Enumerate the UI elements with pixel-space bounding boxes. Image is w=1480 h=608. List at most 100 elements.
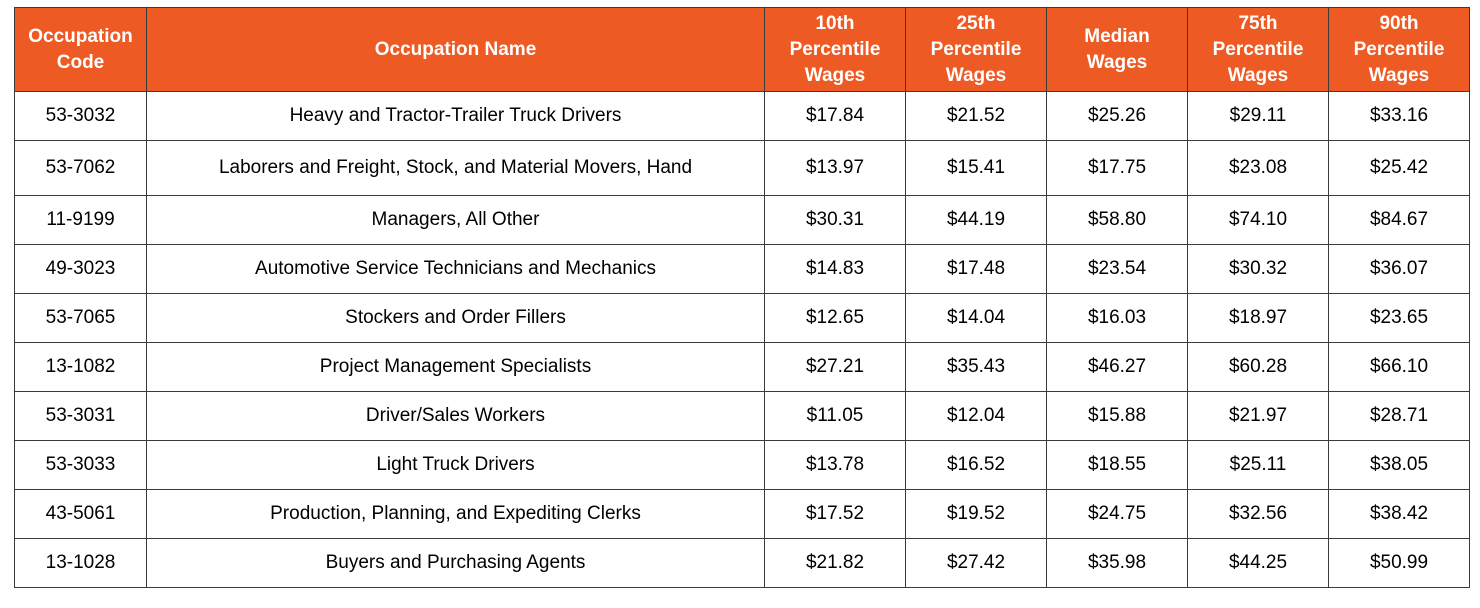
- column-header-line: Occupation: [28, 25, 133, 47]
- cell-code: 53-3031: [14, 391, 147, 441]
- cell-p25: $17.48: [905, 244, 1047, 294]
- cell-p10: $12.65: [764, 293, 906, 343]
- table-row: 43-5061 Production, Planning, and Expedit…: [14, 489, 1470, 539]
- cell-p90: $23.65: [1328, 293, 1470, 343]
- table-row: 53-3033 Light Truck Drivers $13.78 $16.52 $1…: [14, 440, 1470, 490]
- column-header-line: 25th: [956, 12, 996, 34]
- header-row: Occupation Code Occupation Name 10th Percent…: [14, 7, 1470, 92]
- column-header-p75: 75th Percentile Wages: [1187, 7, 1329, 92]
- column-header-p25: 25th Percentile Wages: [905, 7, 1047, 92]
- cell-code: 11-9199: [14, 195, 147, 245]
- cell-code: 53-7062: [14, 140, 147, 196]
- cell-median: $17.75: [1046, 140, 1188, 196]
- cell-name: Heavy and Tractor-Trailer Truck Drivers: [146, 91, 765, 141]
- table-row: 49-3023 Automotive Service Technicians an…: [14, 244, 1470, 294]
- cell-p90: $66.10: [1328, 342, 1470, 392]
- column-header-line: Wages: [1368, 64, 1430, 86]
- column-header-code: Occupation Code: [14, 7, 147, 92]
- cell-p90: $33.16: [1328, 91, 1470, 141]
- table-row: 53-7062 Laborers and Freight, Stock, and …: [14, 140, 1470, 196]
- table-row: 11-9199 Managers, All Other $30.31 $44.19 $5…: [14, 195, 1470, 245]
- column-header-line: Percentile: [789, 38, 881, 60]
- column-header-line: 10th: [815, 12, 855, 34]
- column-header-line: Percentile: [1212, 38, 1304, 60]
- cell-p90: $38.42: [1328, 489, 1470, 539]
- column-header-name: Occupation Name: [146, 7, 765, 92]
- cell-p10: $30.31: [764, 195, 906, 245]
- column-header-line: Wages: [945, 64, 1007, 86]
- cell-median: $15.88: [1046, 391, 1188, 441]
- column-header-line: Percentile: [1353, 38, 1445, 60]
- cell-name: Stockers and Order Fillers: [146, 293, 765, 343]
- cell-p75: $18.97: [1187, 293, 1329, 343]
- table-header: Occupation Code Occupation Name 10th Percent…: [14, 7, 1470, 92]
- column-header-line: Occupation Name: [374, 38, 537, 60]
- column-header-median: Median Wages: [1046, 7, 1188, 92]
- cell-p90: $84.67: [1328, 195, 1470, 245]
- cell-p25: $21.52: [905, 91, 1047, 141]
- column-header-p90: 90th Percentile Wages: [1328, 7, 1470, 92]
- cell-name: Driver/Sales Workers: [146, 391, 765, 441]
- column-header-line: Wages: [1086, 51, 1148, 73]
- cell-code: 13-1028: [14, 538, 147, 588]
- cell-p90: $36.07: [1328, 244, 1470, 294]
- cell-p75: $32.56: [1187, 489, 1329, 539]
- cell-name: Light Truck Drivers: [146, 440, 765, 490]
- cell-code: 53-3032: [14, 91, 147, 141]
- table-body: 53-3032 Heavy and Tractor-Trailer Truck D…: [14, 91, 1470, 588]
- cell-p75: $25.11: [1187, 440, 1329, 490]
- cell-name: Project Management Specialists: [146, 342, 765, 392]
- column-header-line: Code: [56, 51, 105, 73]
- cell-p75: $23.08: [1187, 140, 1329, 196]
- cell-p10: $14.83: [764, 244, 906, 294]
- cell-p75: $74.10: [1187, 195, 1329, 245]
- cell-p10: $13.78: [764, 440, 906, 490]
- cell-code: 43-5061: [14, 489, 147, 539]
- cell-p10: $17.52: [764, 489, 906, 539]
- cell-p90: $38.05: [1328, 440, 1470, 490]
- cell-p10: $21.82: [764, 538, 906, 588]
- column-header-line: Wages: [804, 64, 866, 86]
- column-header-line: 90th: [1379, 12, 1419, 34]
- cell-code: 53-7065: [14, 293, 147, 343]
- table-row: 53-3031 Driver/Sales Workers $11.05 $12.04 $…: [14, 391, 1470, 441]
- column-header-line: Median: [1084, 25, 1150, 47]
- cell-p10: $13.97: [764, 140, 906, 196]
- cell-name: Production, Planning, and Expediting Cle…: [146, 489, 765, 539]
- cell-p75: $44.25: [1187, 538, 1329, 588]
- cell-p90: $25.42: [1328, 140, 1470, 196]
- cell-p90: $50.99: [1328, 538, 1470, 588]
- cell-p25: $44.19: [905, 195, 1047, 245]
- cell-p25: $19.52: [905, 489, 1047, 539]
- cell-p75: $60.28: [1187, 342, 1329, 392]
- table-row: 13-1028 Buyers and Purchasing Agents $21.8…: [14, 538, 1470, 588]
- cell-code: 13-1082: [14, 342, 147, 392]
- cell-p75: $21.97: [1187, 391, 1329, 441]
- cell-p75: $29.11: [1187, 91, 1329, 141]
- column-header-line: Wages: [1227, 64, 1289, 86]
- column-header-line: 75th: [1238, 12, 1278, 34]
- cell-p10: $11.05: [764, 391, 906, 441]
- cell-p90: $28.71: [1328, 391, 1470, 441]
- cell-p25: $12.04: [905, 391, 1047, 441]
- table-row: 53-7065 Stockers and Order Fillers $12.65 $…: [14, 293, 1470, 343]
- cell-median: $35.98: [1046, 538, 1188, 588]
- cell-p25: $27.42: [905, 538, 1047, 588]
- cell-name: Laborers and Freight, Stock, and Materia…: [146, 140, 765, 196]
- cell-median: $18.55: [1046, 440, 1188, 490]
- cell-p75: $30.32: [1187, 244, 1329, 294]
- wage-table: Occupation Code Occupation Name 10th Percent…: [14, 7, 1470, 588]
- table-row: 53-3032 Heavy and Tractor-Trailer Truck D…: [14, 91, 1470, 141]
- cell-median: $25.26: [1046, 91, 1188, 141]
- cell-p25: $15.41: [905, 140, 1047, 196]
- cell-median: $58.80: [1046, 195, 1188, 245]
- cell-code: 53-3033: [14, 440, 147, 490]
- cell-p10: $17.84: [764, 91, 906, 141]
- cell-code: 49-3023: [14, 244, 147, 294]
- cell-median: $16.03: [1046, 293, 1188, 343]
- cell-median: $24.75: [1046, 489, 1188, 539]
- table-row: 13-1082 Project Management Specialists $27…: [14, 342, 1470, 392]
- column-header-line: Percentile: [930, 38, 1022, 60]
- cell-name: Managers, All Other: [146, 195, 765, 245]
- cell-p25: $14.04: [905, 293, 1047, 343]
